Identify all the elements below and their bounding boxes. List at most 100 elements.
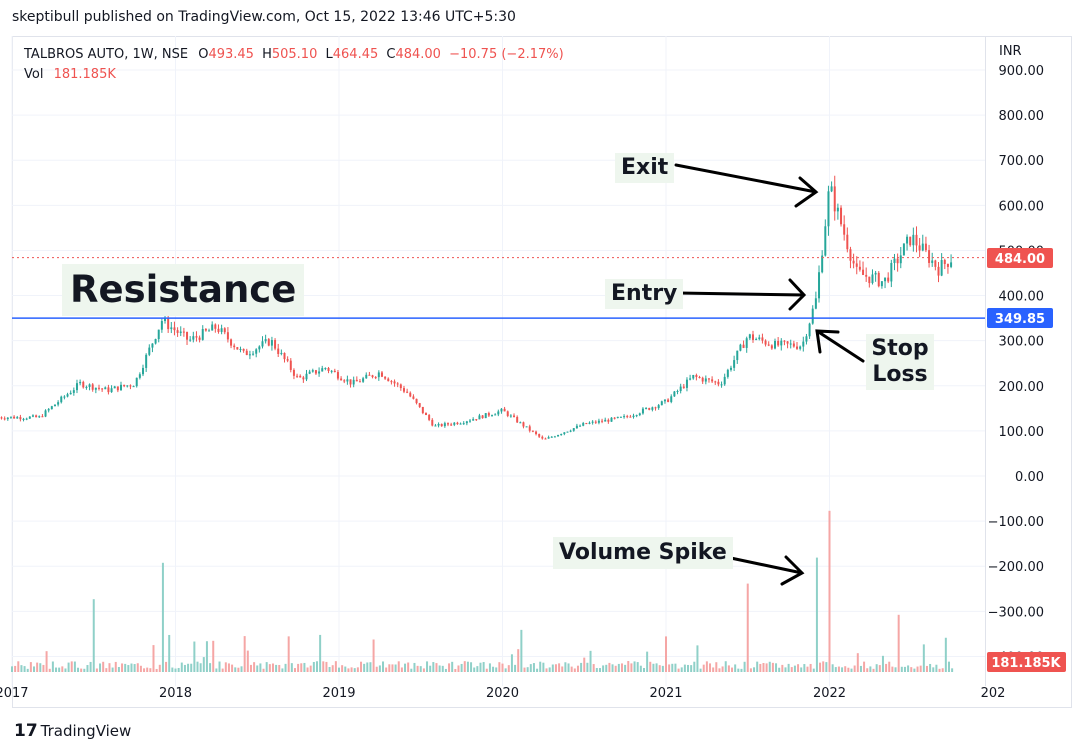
volume-bar	[539, 661, 542, 672]
candle-body	[632, 415, 635, 418]
candle-body	[123, 384, 126, 387]
candle-body	[701, 377, 704, 382]
footer-brand[interactable]: 17 TradingView	[14, 721, 131, 741]
volume-bar	[649, 661, 652, 672]
candle-body	[220, 328, 223, 332]
volume-bar	[124, 663, 127, 672]
volume-bar	[152, 645, 155, 672]
candle-body	[142, 367, 145, 375]
candle-body	[280, 352, 283, 354]
candle-body	[651, 407, 654, 410]
candle-body	[164, 318, 167, 322]
volume-bar	[67, 662, 70, 672]
volume-bar	[837, 666, 840, 672]
volume-bar	[941, 668, 944, 672]
candle-body	[811, 308, 814, 324]
volume-bar	[360, 661, 363, 672]
volume-bar	[668, 664, 671, 672]
candle-body	[16, 417, 19, 419]
candle-body	[846, 234, 849, 250]
volume-bar	[583, 657, 586, 672]
volume-bar	[822, 661, 825, 672]
volume-bar	[529, 664, 532, 672]
candle-body	[619, 416, 622, 418]
candle-body	[230, 339, 233, 346]
candle-body	[792, 343, 795, 347]
volume-bar	[602, 665, 605, 672]
volume-bar	[319, 634, 322, 672]
volume-bar	[756, 661, 759, 672]
exit-arrow	[674, 163, 819, 208]
candle-body	[783, 340, 786, 342]
volume-bar	[422, 668, 425, 672]
candle-body	[770, 345, 773, 349]
candle-body	[145, 354, 148, 368]
volume-bar	[944, 637, 947, 672]
volume-bar	[187, 663, 190, 672]
volume-bar	[262, 668, 265, 672]
annotation-exit: Exit	[615, 153, 675, 183]
candle-body	[663, 399, 666, 402]
candle-body	[201, 329, 204, 340]
volume-bar	[866, 668, 869, 672]
volume-bar	[183, 664, 186, 672]
candle-body	[799, 346, 802, 349]
candle-body	[528, 426, 531, 431]
candle-body	[314, 370, 317, 374]
candle-body	[69, 392, 72, 395]
volume-bar	[614, 665, 617, 672]
volume-bar	[331, 665, 334, 672]
volume-bar	[677, 668, 680, 672]
volume-bar	[385, 667, 388, 672]
candle-body	[308, 371, 311, 374]
volume-bar	[23, 666, 26, 672]
candle-body	[610, 417, 613, 422]
candle-body	[450, 424, 453, 426]
candle-body	[814, 298, 817, 309]
legend-low: 464.45	[332, 47, 379, 62]
volume-bar	[573, 668, 576, 672]
volume-bar	[951, 668, 954, 672]
volume-bar	[174, 668, 177, 672]
price-tick-label: 800.00	[999, 109, 1045, 124]
volume-bar	[929, 663, 932, 672]
candle-body	[535, 431, 538, 435]
volume-bar	[731, 667, 734, 672]
volume-bar	[938, 668, 941, 672]
price-axis-ticks: 900.00800.00700.00600.00500.00400.00300.…	[988, 64, 1044, 665]
candle-body	[723, 376, 726, 385]
volume-bar	[243, 636, 246, 672]
candle-body	[330, 370, 333, 372]
candle-body	[579, 425, 582, 427]
candle-body	[57, 402, 60, 405]
volume-bar	[718, 668, 721, 672]
candle-body	[226, 332, 229, 340]
candle-body	[60, 396, 63, 403]
price-tick-label: 700.00	[999, 154, 1045, 169]
legend-low-label: L	[325, 47, 333, 62]
candle-body	[415, 398, 418, 404]
volume-bar	[33, 666, 36, 672]
volume-bar	[149, 668, 152, 672]
candle-body	[736, 350, 739, 361]
volume-bar	[121, 663, 124, 672]
volume-bar	[253, 662, 256, 672]
legend-open: 493.45	[208, 47, 254, 62]
candle-body	[645, 408, 648, 410]
volume-bar	[199, 663, 202, 672]
candle-body	[899, 255, 902, 264]
volume-bar	[136, 663, 139, 672]
volume-bar	[542, 662, 545, 672]
candle-body	[302, 377, 305, 380]
volume-bar	[397, 661, 400, 672]
volume-bar	[404, 663, 407, 672]
volume-bar	[536, 668, 539, 672]
volume-bar	[932, 667, 935, 672]
legend-vol: 181.185K	[53, 67, 116, 82]
candle-body	[745, 338, 748, 348]
candle-body	[635, 415, 638, 417]
volume-bar	[419, 666, 422, 672]
candle-body	[840, 207, 843, 225]
candle-body	[893, 258, 896, 263]
